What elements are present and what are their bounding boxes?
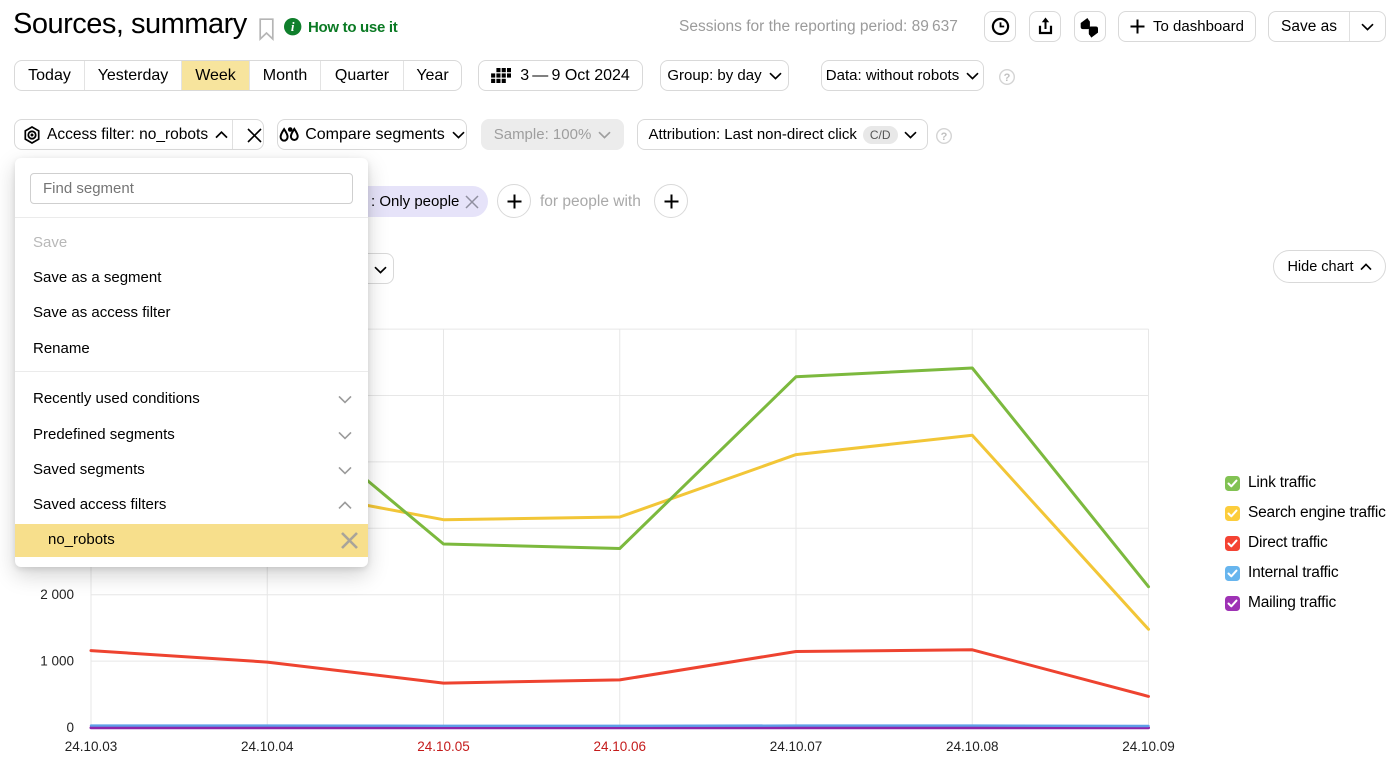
svg-text:?: ? (941, 131, 948, 143)
svg-text:24.10.05: 24.10.05 (417, 739, 470, 754)
svg-text:24.10.06: 24.10.06 (593, 739, 646, 754)
svg-text:24.10.08: 24.10.08 (946, 739, 999, 754)
svg-text:24.10.07: 24.10.07 (770, 739, 823, 754)
svg-text:1 000: 1 000 (40, 654, 74, 669)
svg-text:24.10.09: 24.10.09 (1122, 739, 1175, 754)
svg-text:2 000: 2 000 (40, 587, 74, 602)
svg-text:24.10.04: 24.10.04 (241, 739, 294, 754)
svg-text:?: ? (1004, 72, 1011, 84)
svg-text:i: i (291, 19, 295, 34)
svg-text:24.10.03: 24.10.03 (65, 739, 118, 754)
svg-text:0: 0 (66, 720, 74, 735)
